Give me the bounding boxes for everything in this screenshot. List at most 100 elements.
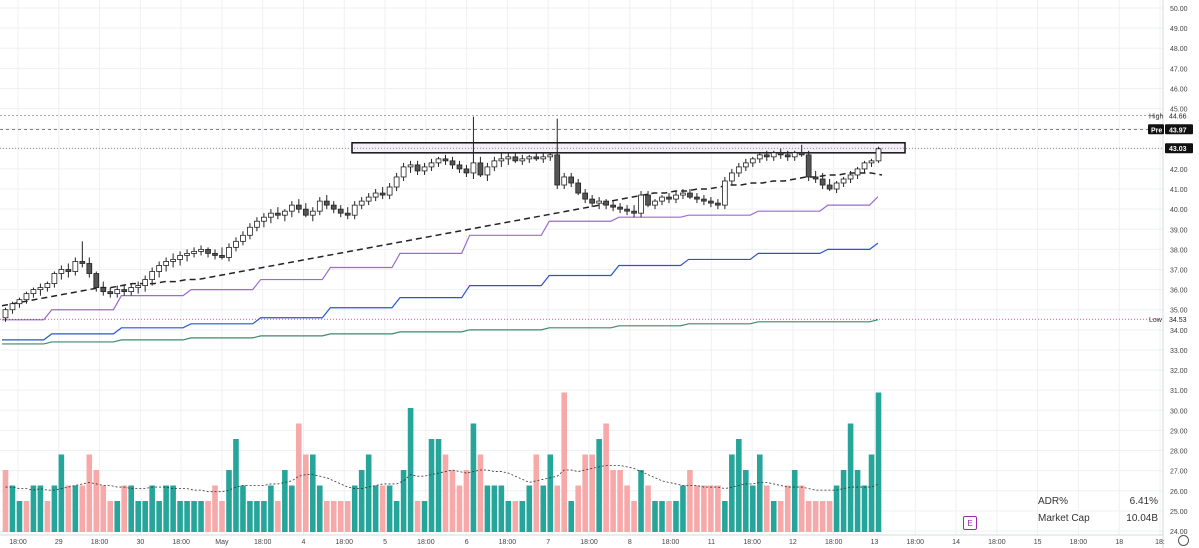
candle-up — [722, 180, 728, 206]
candle-down — [687, 192, 693, 198]
candle-down — [512, 156, 519, 162]
volume-bar-up — [540, 485, 547, 532]
volume-bar-down — [65, 485, 72, 532]
candle-down — [212, 253, 218, 256]
chart-grid — [0, 0, 1163, 535]
high-value: 44.66 — [1169, 113, 1187, 120]
settings-icon[interactable] — [1178, 535, 1189, 546]
price-tick-label: 24.00 — [1170, 529, 1188, 536]
price-axis[interactable]: 50.0049.0048.0047.0046.0045.0044.0043.00… — [1162, 0, 1199, 548]
time-tick-label: 18:00 — [580, 539, 598, 546]
candle-up — [114, 289, 121, 295]
candle-up — [540, 156, 547, 160]
candle-up — [854, 168, 861, 176]
volume-bar-up — [170, 485, 176, 532]
time-tick-label: 18: — [1155, 539, 1165, 546]
candle-up — [756, 154, 763, 160]
candle-down — [121, 289, 128, 293]
time-tick-label: 18:00 — [1070, 539, 1088, 546]
candle-up — [316, 200, 323, 212]
resistance-box[interactable] — [351, 142, 906, 154]
time-tick-label: 5 — [383, 539, 387, 546]
volume-bar-up — [833, 485, 840, 532]
candle-up — [728, 172, 735, 182]
earnings-badge[interactable]: E — [963, 516, 977, 530]
candle-up — [435, 158, 442, 164]
volume-bar-down — [449, 470, 456, 532]
candle-up — [659, 196, 665, 202]
ema-line — [1, 172, 883, 307]
candle-up — [149, 271, 156, 280]
volume-bar-up — [505, 501, 512, 532]
candle-up — [170, 259, 176, 262]
candles — [2, 116, 882, 322]
low-label: Low — [1149, 317, 1163, 324]
volume-bar-up — [316, 485, 323, 532]
volume-bar-down — [784, 485, 791, 532]
candle-up — [37, 287, 44, 291]
price-tick-label: 30.00 — [1170, 408, 1188, 415]
volume-bar-down — [512, 501, 519, 532]
candle-down — [666, 196, 672, 200]
volume-bar-up — [184, 501, 190, 532]
volume-bar-up — [854, 470, 861, 532]
volume-bar-down — [812, 501, 819, 532]
volume-bar-up — [58, 454, 65, 532]
candle-down — [533, 156, 540, 160]
candle-up — [365, 196, 372, 202]
volume-bar-up — [484, 485, 491, 532]
candle-down — [805, 154, 812, 178]
adr-label: ADR% — [1038, 496, 1069, 507]
volume-bar-up — [191, 501, 197, 532]
time-tick-label: 11 — [708, 539, 715, 546]
volume-bar-up — [156, 501, 162, 532]
price-tick-label: 36.00 — [1170, 288, 1188, 295]
volume-bar-up — [16, 501, 23, 532]
volume-bar-up — [596, 439, 602, 532]
time-axis[interactable]: 18:00 29 18:00 30 18:00 May 18:00 4 18:00 5 18:00 6… — [0, 534, 1165, 546]
volume-bar-up — [428, 439, 435, 532]
candle-down — [86, 263, 93, 274]
volume-bar-up — [491, 485, 498, 532]
volume-bar-up — [722, 501, 728, 532]
price-tick-label: 49.00 — [1170, 26, 1188, 33]
time-tick-label: 29 — [55, 539, 63, 546]
candle-up — [240, 234, 246, 242]
candle-down — [449, 160, 456, 166]
candle-up — [351, 204, 358, 216]
volume-bar-up — [547, 454, 554, 532]
candle-up — [358, 200, 365, 206]
volume-bar-down — [379, 485, 386, 532]
price-tick-label: 45.00 — [1170, 107, 1188, 114]
candle-down — [826, 184, 833, 190]
volume-bar-up — [400, 470, 407, 532]
candle-up — [198, 248, 204, 252]
volume-bar-up — [282, 470, 288, 532]
price-tick-label: 25.00 — [1170, 509, 1188, 516]
candle-down — [701, 198, 707, 202]
volume-bar-down — [323, 501, 330, 532]
candle-up — [652, 200, 658, 206]
volume-bar-up — [743, 470, 749, 532]
candle-down — [107, 291, 114, 295]
candle-up — [861, 162, 868, 170]
candle-down — [812, 176, 819, 180]
price-tick-label: 34.00 — [1170, 328, 1188, 335]
candle-down — [784, 154, 791, 158]
volume-bar-up — [680, 485, 686, 532]
volume-bar-up — [226, 470, 232, 532]
candle-up — [268, 212, 274, 218]
volume-bar-down — [819, 501, 826, 532]
candle-up — [770, 152, 777, 158]
volume-bar-up — [386, 485, 393, 532]
time-tick-label: 18:00 — [254, 539, 272, 546]
price-tick-label: 29.00 — [1170, 428, 1188, 435]
candle-up — [72, 261, 79, 272]
candle-up — [428, 162, 435, 168]
candle-up — [177, 255, 183, 260]
time-tick-label: 18 — [1115, 539, 1123, 546]
price-tick-label: 35.00 — [1170, 308, 1188, 315]
volume-bar-up — [407, 408, 414, 532]
volume-bar-up — [365, 454, 372, 532]
